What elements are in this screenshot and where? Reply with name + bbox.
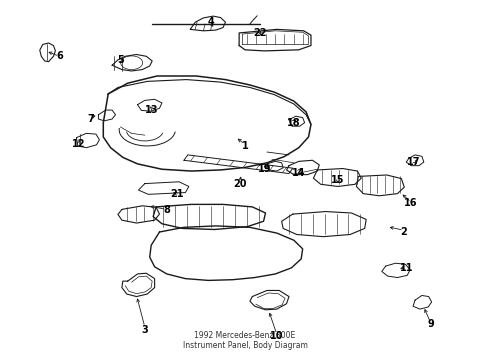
Text: 16: 16 xyxy=(404,198,418,208)
Text: 22: 22 xyxy=(253,28,267,38)
Text: 20: 20 xyxy=(233,179,247,189)
Text: 10: 10 xyxy=(270,331,284,341)
Text: 18: 18 xyxy=(287,118,301,128)
Text: 12: 12 xyxy=(72,139,86,149)
Text: 14: 14 xyxy=(292,168,305,178)
Text: 17: 17 xyxy=(407,157,420,167)
Text: 1: 1 xyxy=(242,141,248,151)
Text: 15: 15 xyxy=(331,175,344,185)
Text: 11: 11 xyxy=(399,263,413,273)
Text: 6: 6 xyxy=(56,51,63,61)
Text: 3: 3 xyxy=(142,325,148,335)
Text: 21: 21 xyxy=(170,189,183,199)
Text: 4: 4 xyxy=(207,17,214,27)
Text: 2: 2 xyxy=(400,227,407,237)
Text: 13: 13 xyxy=(146,105,159,115)
Text: 1992 Mercedes-Benz 300E
Instrument Panel, Body Diagram: 1992 Mercedes-Benz 300E Instrument Panel… xyxy=(183,331,307,350)
Text: 7: 7 xyxy=(88,114,95,124)
Text: 5: 5 xyxy=(117,55,124,65)
Text: 8: 8 xyxy=(163,206,170,216)
Text: 19: 19 xyxy=(258,164,271,174)
Text: 9: 9 xyxy=(427,319,434,329)
